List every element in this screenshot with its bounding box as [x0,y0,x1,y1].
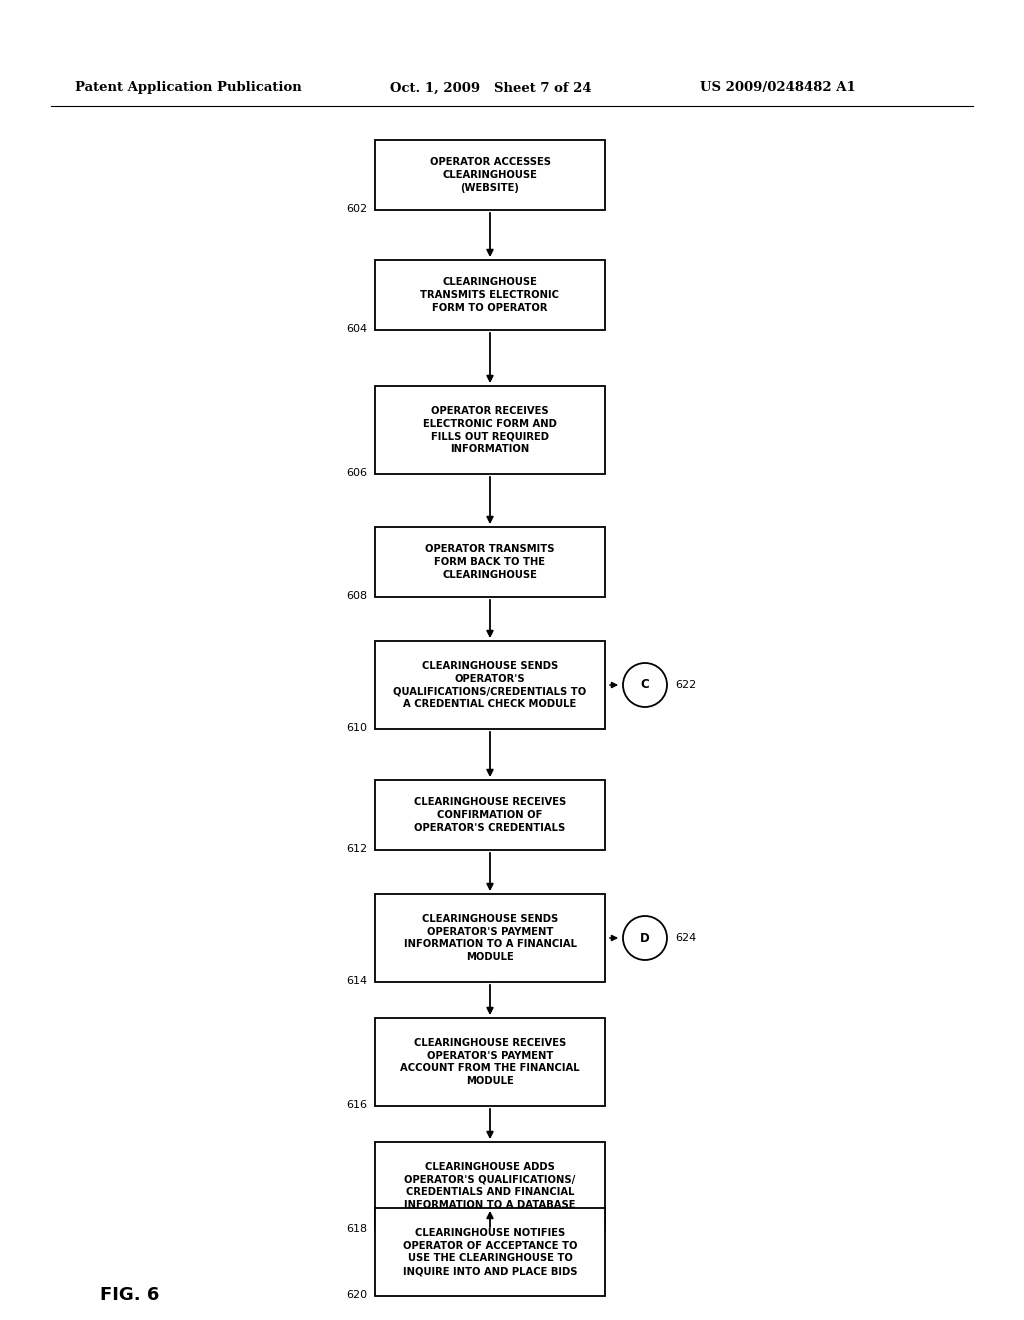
Text: 622: 622 [675,680,696,690]
Bar [375,140,605,210]
Text: 624: 624 [675,933,696,942]
Text: 612: 612 [346,843,367,854]
Text: 606: 606 [346,469,367,478]
Bar [375,385,605,474]
Circle shape [623,663,667,708]
Text: CLEARINGHOUSE
TRANSMITS ELECTRONIC
FORM TO OPERATOR: CLEARINGHOUSE TRANSMITS ELECTRONIC FORM … [421,277,559,313]
Bar [375,1142,605,1230]
Text: 620: 620 [346,1290,367,1300]
Text: CLEARINGHOUSE SENDS
OPERATOR'S
QUALIFICATIONS/CREDENTIALS TO
A CREDENTIAL CHECK : CLEARINGHOUSE SENDS OPERATOR'S QUALIFICA… [393,661,587,709]
Text: CLEARINGHOUSE ADDS
OPERATOR'S QUALIFICATIONS/
CREDENTIALS AND FINANCIAL
INFORMAT: CLEARINGHOUSE ADDS OPERATOR'S QUALIFICAT… [404,1162,575,1210]
Bar [375,527,605,597]
Bar [375,642,605,729]
Text: OPERATOR TRANSMITS
FORM BACK TO THE
CLEARINGHOUSE: OPERATOR TRANSMITS FORM BACK TO THE CLEA… [425,544,555,579]
Bar [375,1208,605,1296]
Text: 608: 608 [346,591,367,601]
Text: 616: 616 [346,1100,367,1110]
Bar [375,1018,605,1106]
Text: D: D [640,932,650,945]
Bar [375,260,605,330]
Bar [375,894,605,982]
Text: 618: 618 [346,1224,367,1234]
Text: 602: 602 [346,205,367,214]
Text: OPERATOR RECEIVES
ELECTRONIC FORM AND
FILLS OUT REQUIRED
INFORMATION: OPERATOR RECEIVES ELECTRONIC FORM AND FI… [423,405,557,454]
Bar [375,780,605,850]
Text: OPERATOR ACCESSES
CLEARINGHOUSE
(WEBSITE): OPERATOR ACCESSES CLEARINGHOUSE (WEBSITE… [429,157,551,193]
Text: FIG. 6: FIG. 6 [100,1286,160,1304]
Text: Patent Application Publication: Patent Application Publication [75,82,302,95]
Text: US 2009/0248482 A1: US 2009/0248482 A1 [700,82,856,95]
Text: 610: 610 [346,723,367,733]
Text: Oct. 1, 2009   Sheet 7 of 24: Oct. 1, 2009 Sheet 7 of 24 [390,82,592,95]
Text: CLEARINGHOUSE NOTIFIES
OPERATOR OF ACCEPTANCE TO
USE THE CLEARINGHOUSE TO
INQUIR: CLEARINGHOUSE NOTIFIES OPERATOR OF ACCEP… [402,1228,578,1276]
Text: CLEARINGHOUSE SENDS
OPERATOR'S PAYMENT
INFORMATION TO A FINANCIAL
MODULE: CLEARINGHOUSE SENDS OPERATOR'S PAYMENT I… [403,913,577,962]
Circle shape [623,916,667,960]
Text: C: C [641,678,649,692]
Text: 614: 614 [346,975,367,986]
Text: 604: 604 [346,323,367,334]
Text: CLEARINGHOUSE RECEIVES
CONFIRMATION OF
OPERATOR'S CREDENTIALS: CLEARINGHOUSE RECEIVES CONFIRMATION OF O… [414,797,566,833]
Text: CLEARINGHOUSE RECEIVES
OPERATOR'S PAYMENT
ACCOUNT FROM THE FINANCIAL
MODULE: CLEARINGHOUSE RECEIVES OPERATOR'S PAYMEN… [400,1038,580,1086]
